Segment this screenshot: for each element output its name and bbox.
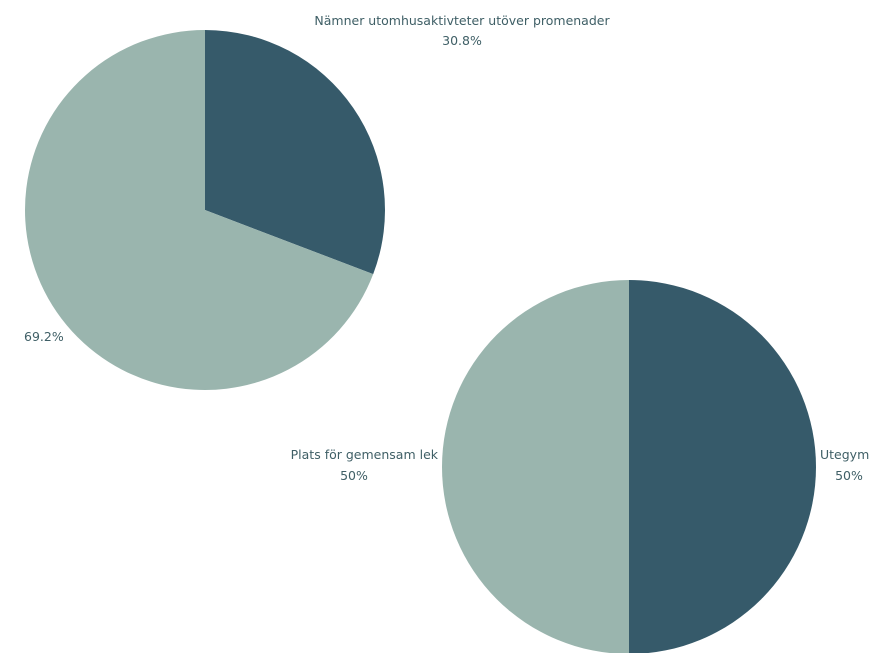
pie-slice-other [24, 30, 374, 390]
slice-label-utegym: Utegym [820, 447, 869, 462]
pie-slice-utegym [629, 280, 816, 653]
slice-value-other: 69.2% [24, 329, 64, 344]
slice-value-utegym: 50% [835, 468, 863, 483]
slice-value-outdoor-activities: 30.8% [442, 33, 482, 48]
pie-slice-shared-play-area [442, 280, 629, 653]
slice-label-outdoor-activities: Nämner utomhusaktivteter utöver promenad… [314, 13, 610, 28]
pie-chart-facilities [442, 280, 816, 653]
slice-value-shared-play-area: 50% [340, 468, 368, 483]
slice-label-shared-play-area: Plats för gemensam lek [291, 447, 439, 462]
pie-slice-outdoor-activities [205, 30, 385, 275]
pie-chart-outdoor-activities [24, 30, 385, 390]
